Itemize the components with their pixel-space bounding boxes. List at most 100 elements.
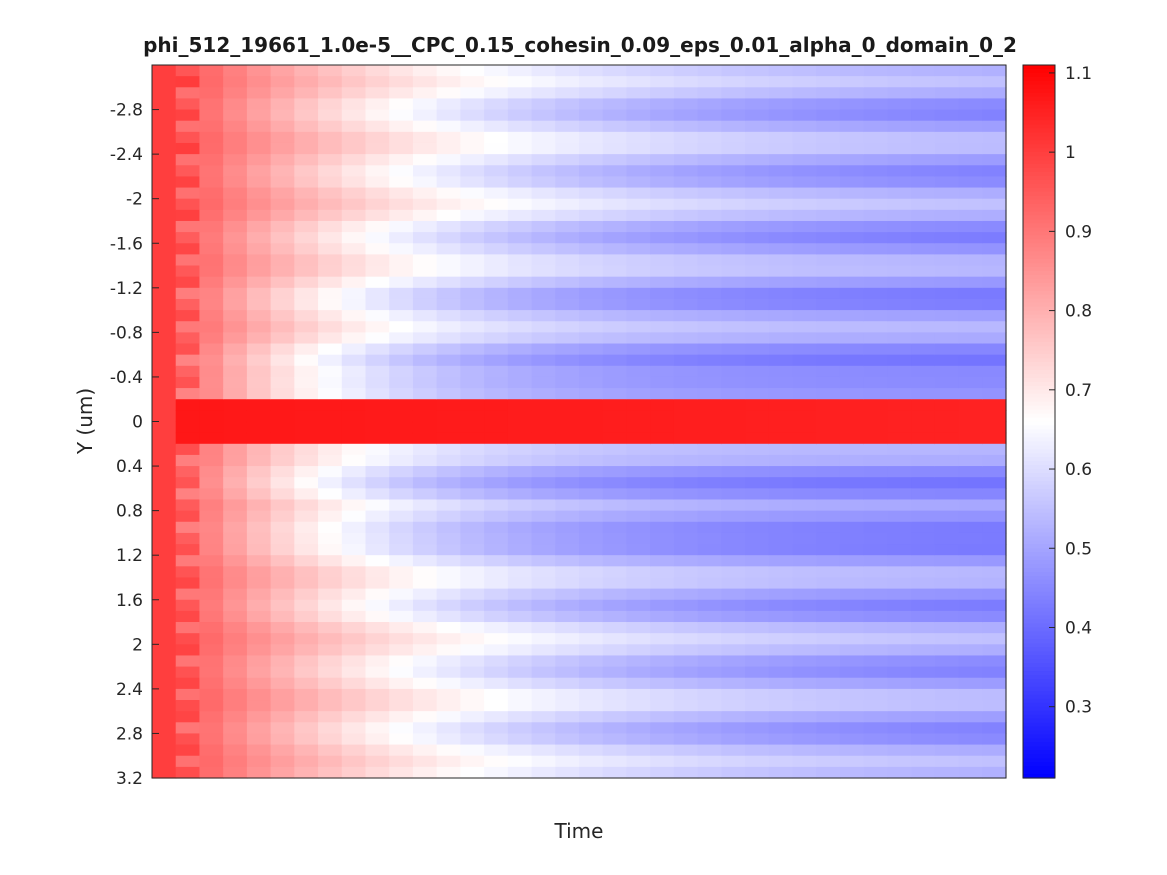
heatmap-cell [318,232,343,244]
heatmap-cell [175,354,201,367]
colorbar-segment [1023,488,1055,494]
heatmap-cell [223,454,248,467]
heatmap-cell [626,310,651,322]
heatmap-cell [152,276,177,289]
colorbar-segment [1023,286,1055,292]
colorbar-segment [1023,366,1055,371]
heatmap-cell [436,744,461,757]
heatmap-cell [436,566,461,579]
heatmap-cell [318,109,343,122]
heatmap-cell [602,555,628,567]
heatmap-cell [246,310,272,322]
heatmap-cell [507,454,533,467]
heatmap-cell [745,588,770,601]
heatmap-cell [460,477,485,489]
heatmap-cell [507,220,533,233]
heatmap-cell [982,577,1007,590]
colorbar-segment [1023,377,1055,383]
heatmap-cell [484,443,509,456]
heatmap-cell [223,577,248,590]
heatmap-cell [365,488,390,501]
heatmap-cell [270,588,295,601]
heatmap-cell [673,287,699,300]
heatmap-cell [839,265,865,278]
heatmap-cell [958,633,983,645]
colorbar-segment [1023,263,1055,268]
colorbar-segment [1023,583,1055,589]
heatmap-cell [531,220,556,233]
heatmap-cell [697,354,722,367]
heatmap-cell [270,599,295,612]
heatmap-cell [507,633,533,645]
heatmap-cell [365,198,390,211]
heatmap-cell [650,688,675,701]
heatmap-cell [531,421,556,434]
colorbar-segment [1023,219,1055,225]
heatmap-cell [199,142,224,155]
heatmap-cell [365,87,390,100]
heatmap-cell [579,588,604,601]
heatmap-cell [318,131,343,144]
heatmap-cell [982,332,1007,345]
colorbar-segment [1023,746,1055,751]
colorbar-segment [1023,651,1055,656]
heatmap-cell [602,76,628,88]
colorbar-segment [1023,278,1055,284]
heatmap-cell [412,98,438,111]
colorbar-segment [1023,647,1055,652]
heatmap-cell [626,165,651,178]
heatmap-cell [721,376,746,389]
heatmap-cell [294,109,319,122]
heatmap-cell [175,488,201,501]
heatmap-cell [270,65,295,77]
heatmap-cell [199,232,224,244]
colorbar-segment [1023,112,1055,118]
heatmap-cell [246,755,272,768]
y-tick-label: 2 [132,635,143,655]
heatmap-cell [246,510,272,523]
colorbar-tick-label: 1.1 [1065,64,1092,84]
heatmap-cell [887,376,912,389]
heatmap-cell [246,711,272,723]
colorbar-segment [1023,164,1055,169]
heatmap-cell [318,700,343,712]
colorbar-segment [1023,619,1055,625]
heatmap-cell [460,555,485,567]
heatmap-cell [602,733,628,746]
heatmap-cell [745,209,770,222]
heatmap-cell [507,254,533,267]
colorbar-segment [1023,536,1055,541]
heatmap-cell [318,321,343,333]
heatmap-cell [294,187,319,200]
heatmap-cell [982,555,1007,567]
heatmap-cell [816,365,841,378]
heatmap-cell [412,220,438,233]
heatmap-cell [270,321,295,333]
heatmap-cell [555,176,580,189]
heatmap-cell [246,109,272,122]
heatmap-cell [389,644,414,657]
heatmap-cell [507,343,533,356]
heatmap-cell [721,588,746,601]
heatmap-cell [697,499,722,512]
heatmap-cell [863,321,888,333]
heatmap-cell [365,276,390,289]
heatmap-cell [863,310,888,322]
heatmap-cell [768,287,794,300]
heatmap-cell [982,310,1007,322]
heatmap-cell [982,499,1007,512]
heatmap-cell [626,365,651,378]
heatmap-cell [341,700,367,712]
heatmap-cell [792,154,817,166]
heatmap-cell [697,209,722,222]
heatmap-cell [318,432,343,445]
heatmap-cell [958,232,983,244]
heatmap-cell [911,588,936,601]
heatmap-cell [507,766,533,779]
heatmap-cell [270,700,295,712]
heatmap-cell [745,454,770,467]
heatmap-cell [887,87,912,100]
heatmap-cell [270,176,295,189]
colorbar-segment [1023,298,1055,304]
heatmap-cell [768,644,794,657]
